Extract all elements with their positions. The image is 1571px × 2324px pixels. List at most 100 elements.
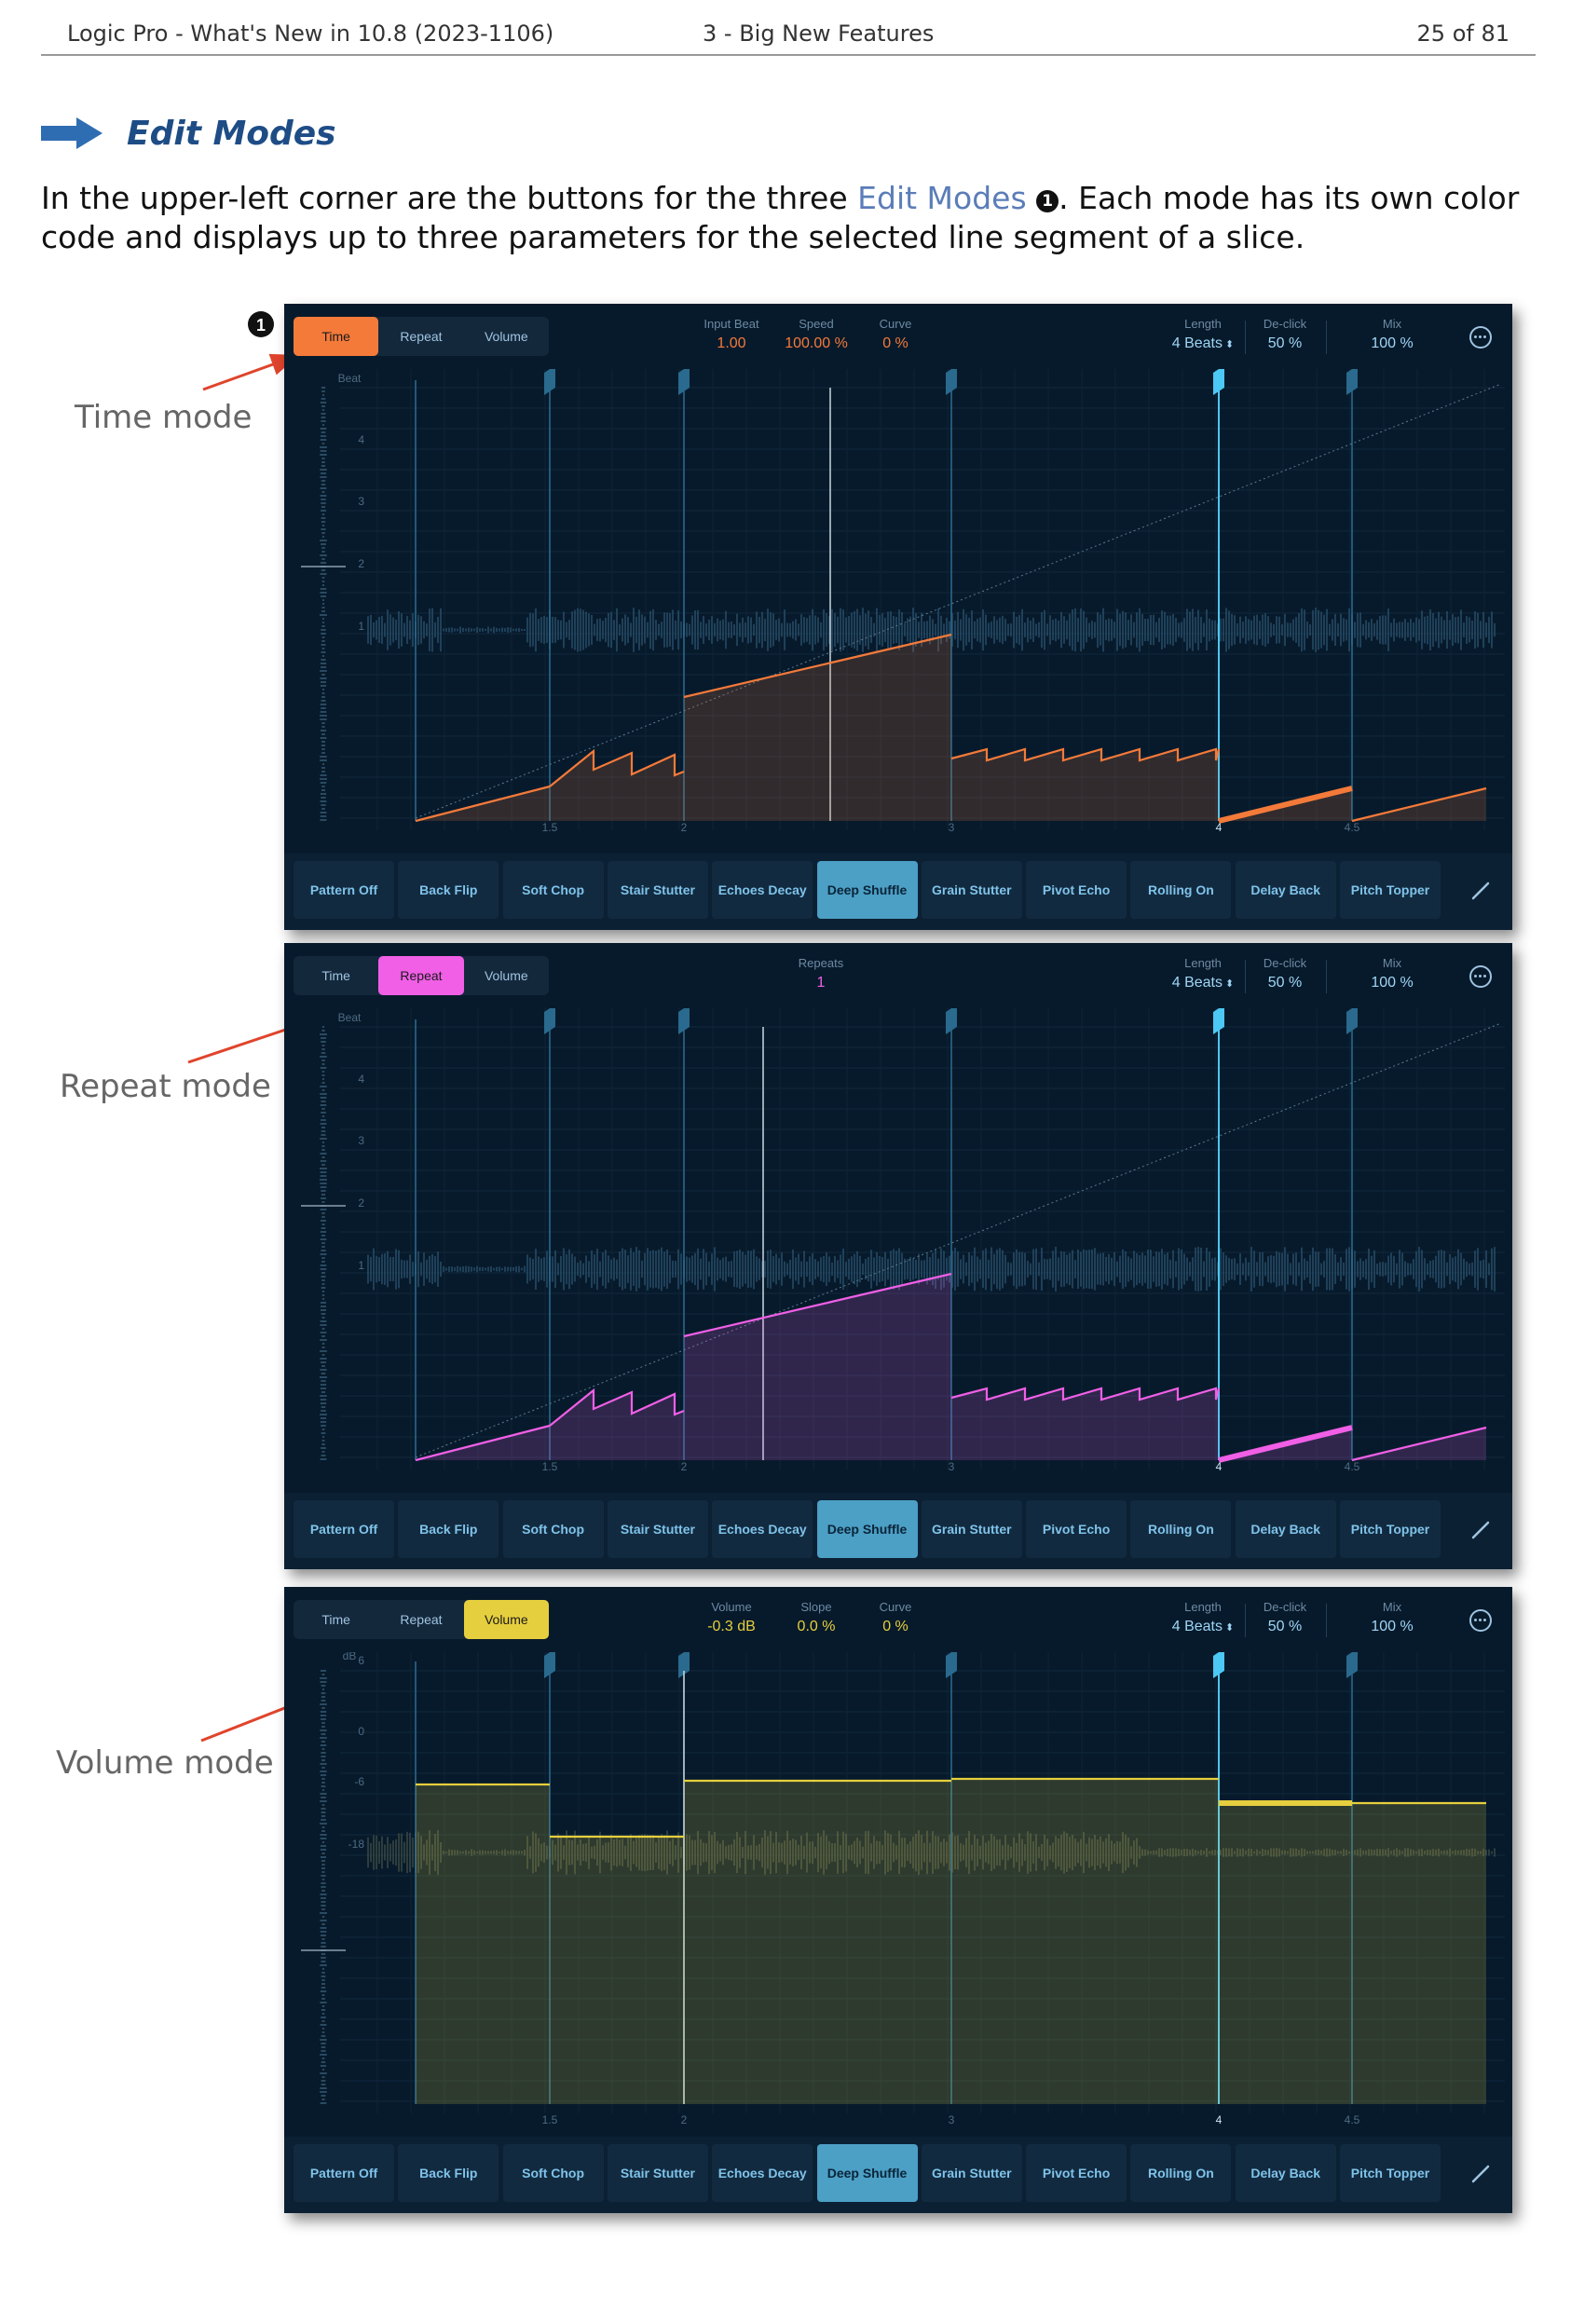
panel-volume: Time Repeat Volume Volume -0.3 dB Slope 0.0 % C… [284,1587,1512,2213]
slice-handle [678,1648,690,1678]
edit-mode-selector: Time Repeat Volume [294,1600,549,1639]
slice-handle [946,1648,957,1678]
slice-editor-plot[interactable]: Beat 4 3 2 1 1.5 2 3 4 4.5 [284,365,1512,854]
preset-deep-shuffle[interactable]: Deep Shuffle [816,2144,918,2202]
preset-pivot-echo[interactable]: Pivot Echo [1026,2144,1127,2202]
preset-label: Echoes Decay [717,882,807,897]
mode-tab-volume[interactable]: Volume [484,968,528,983]
preset-pattern-off[interactable]: Pattern Off [294,1500,394,1558]
preset-stair-stutter[interactable]: Stair Stutter [607,861,708,919]
stepper-icon: ⬍ [1222,1622,1235,1634]
param-2[interactable]: Curve 0 % [880,1600,912,1635]
preset-grain-stutter[interactable]: Grain Stutter [921,2144,1022,2202]
more-options-icon[interactable] [1469,1609,1492,1632]
right-param-mix[interactable]: Mix 100 % [1371,1600,1413,1635]
mode-tab-repeat[interactable]: Repeat [378,956,464,995]
param-value: 4 Beats [1171,335,1223,351]
x-tick-label: 1.5 [542,821,558,834]
param-value: 100 % [1371,975,1414,991]
preset-label: Soft Chop [522,1521,585,1537]
param-1[interactable]: Slope 0.0 % [798,1600,836,1635]
param-value: 4 Beats [1171,975,1223,991]
preset-echoes-decay[interactable]: Echoes Decay [712,1500,813,1558]
y-tick-label: 2 [358,557,364,570]
plot-svg: dB 6 0 -6 -18 1.5 2 3 4 4.5 [301,1648,1505,2126]
intro-text-1: In the upper-left corner are the buttons… [41,180,858,216]
preset-echoes-decay[interactable]: Echoes Decay [712,2144,813,2202]
right-param-length[interactable]: Length 4 Beats ⬍ [1172,1600,1235,1635]
preset-grain-stutter[interactable]: Grain Stutter [921,861,1022,919]
preset-bar: Pattern Off Back Flip Soft Chop Stair Stutt… [284,2137,1512,2213]
param-0[interactable]: Repeats 1 [799,956,843,991]
preset-pattern-off[interactable]: Pattern Off [294,2144,394,2202]
mode-tab-volume[interactable]: Volume [484,329,528,344]
preset-soft-chop[interactable]: Soft Chop [502,1500,604,1558]
preset-label: Stair Stutter [620,2165,695,2180]
param-value: 100 % [1371,1619,1414,1634]
right-param-declick[interactable]: De-click 50 % [1264,956,1306,991]
preset-pivot-echo[interactable]: Pivot Echo [1026,861,1127,919]
preset-stair-stutter[interactable]: Stair Stutter [607,2144,708,2202]
preset-pitch-topper[interactable]: Pitch Topper [1340,861,1441,919]
right-param-mix[interactable]: Mix 100 % [1371,317,1413,352]
param-1[interactable]: Speed 100.00 % [785,317,848,352]
preset-rolling-on[interactable]: Rolling On [1130,861,1232,919]
preset-soft-chop[interactable]: Soft Chop [502,861,604,919]
mode-tab-repeat[interactable]: Repeat [400,1612,443,1627]
right-param-declick[interactable]: De-click 50 % [1264,1600,1306,1635]
mode-tab-volume[interactable]: Volume [463,1600,549,1639]
param-label: Mix [1382,1600,1402,1614]
preset-rolling-on[interactable]: Rolling On [1130,1500,1232,1558]
preset-pitch-topper[interactable]: Pitch Topper [1340,1500,1441,1558]
preset-delay-back[interactable]: Delay Back [1235,2144,1336,2202]
preset-pivot-echo[interactable]: Pivot Echo [1026,1500,1127,1558]
pencil-icon[interactable] [1468,878,1494,904]
preset-echoes-decay[interactable]: Echoes Decay [712,861,813,919]
preset-back-flip[interactable]: Back Flip [398,2144,499,2202]
y-tick-label: 4 [358,433,364,446]
preset-back-flip[interactable]: Back Flip [398,861,499,919]
preset-grain-stutter[interactable]: Grain Stutter [921,1500,1022,1558]
mode-tab-time[interactable]: Time [294,317,379,356]
param-label: Repeats [798,956,844,970]
right-param-length[interactable]: Length 4 Beats ⬍ [1172,956,1235,991]
y-tick-label: -18 [348,1838,365,1851]
separator [1245,1604,1246,1637]
param-2[interactable]: Curve 0 % [880,317,912,352]
param-0[interactable]: Input Beat 1.00 [704,317,758,352]
preset-pattern-off[interactable]: Pattern Off [294,861,394,919]
x-tick-label: 3 [949,1460,955,1473]
more-options-icon[interactable] [1469,326,1492,349]
preset-pitch-topper[interactable]: Pitch Topper [1340,2144,1441,2202]
mode-tab-time[interactable]: Time [321,1612,350,1627]
edit-modes-link[interactable]: Edit Modes [857,180,1027,216]
more-options-icon[interactable] [1469,965,1492,988]
right-param-mix[interactable]: Mix 100 % [1371,956,1413,991]
preset-back-flip[interactable]: Back Flip [398,1500,499,1558]
mode-tab-repeat[interactable]: Repeat [400,329,443,344]
slice-editor-plot[interactable]: Beat 4 3 2 1 1.5 2 3 4 4.5 [284,1005,1512,1493]
preset-deep-shuffle[interactable]: Deep Shuffle [816,861,918,919]
pencil-icon[interactable] [1468,1517,1494,1543]
preset-rolling-on[interactable]: Rolling On [1130,2144,1232,2202]
slice-handle [544,365,555,395]
param-0[interactable]: Volume -0.3 dB [707,1600,756,1635]
pencil-icon[interactable] [1468,2161,1494,2187]
preset-delay-back[interactable]: Delay Back [1235,1500,1336,1558]
param-value: 0 % [882,335,908,351]
param-value-row: 100 % [1371,1619,1413,1635]
right-param-length[interactable]: Length 4 Beats ⬍ [1172,317,1235,352]
preset-delay-back[interactable]: Delay Back [1235,861,1336,919]
right-param-declick[interactable]: De-click 50 % [1264,317,1306,352]
separator [1326,960,1327,993]
preset-label: Grain Stutter [932,1521,1012,1537]
param-value: 100 % [1371,335,1414,351]
preset-deep-shuffle[interactable]: Deep Shuffle [816,1500,918,1558]
preset-stair-stutter[interactable]: Stair Stutter [607,1500,708,1558]
preset-soft-chop[interactable]: Soft Chop [502,2144,604,2202]
mode-tab-time[interactable]: Time [321,968,350,983]
preset-label: Stair Stutter [620,1521,695,1537]
slice-handle [1213,365,1224,395]
slice-editor-plot[interactable]: dB 6 0 -6 -18 1.5 2 3 4 4.5 [284,1648,1512,2137]
param-value: 50 % [1267,335,1303,351]
